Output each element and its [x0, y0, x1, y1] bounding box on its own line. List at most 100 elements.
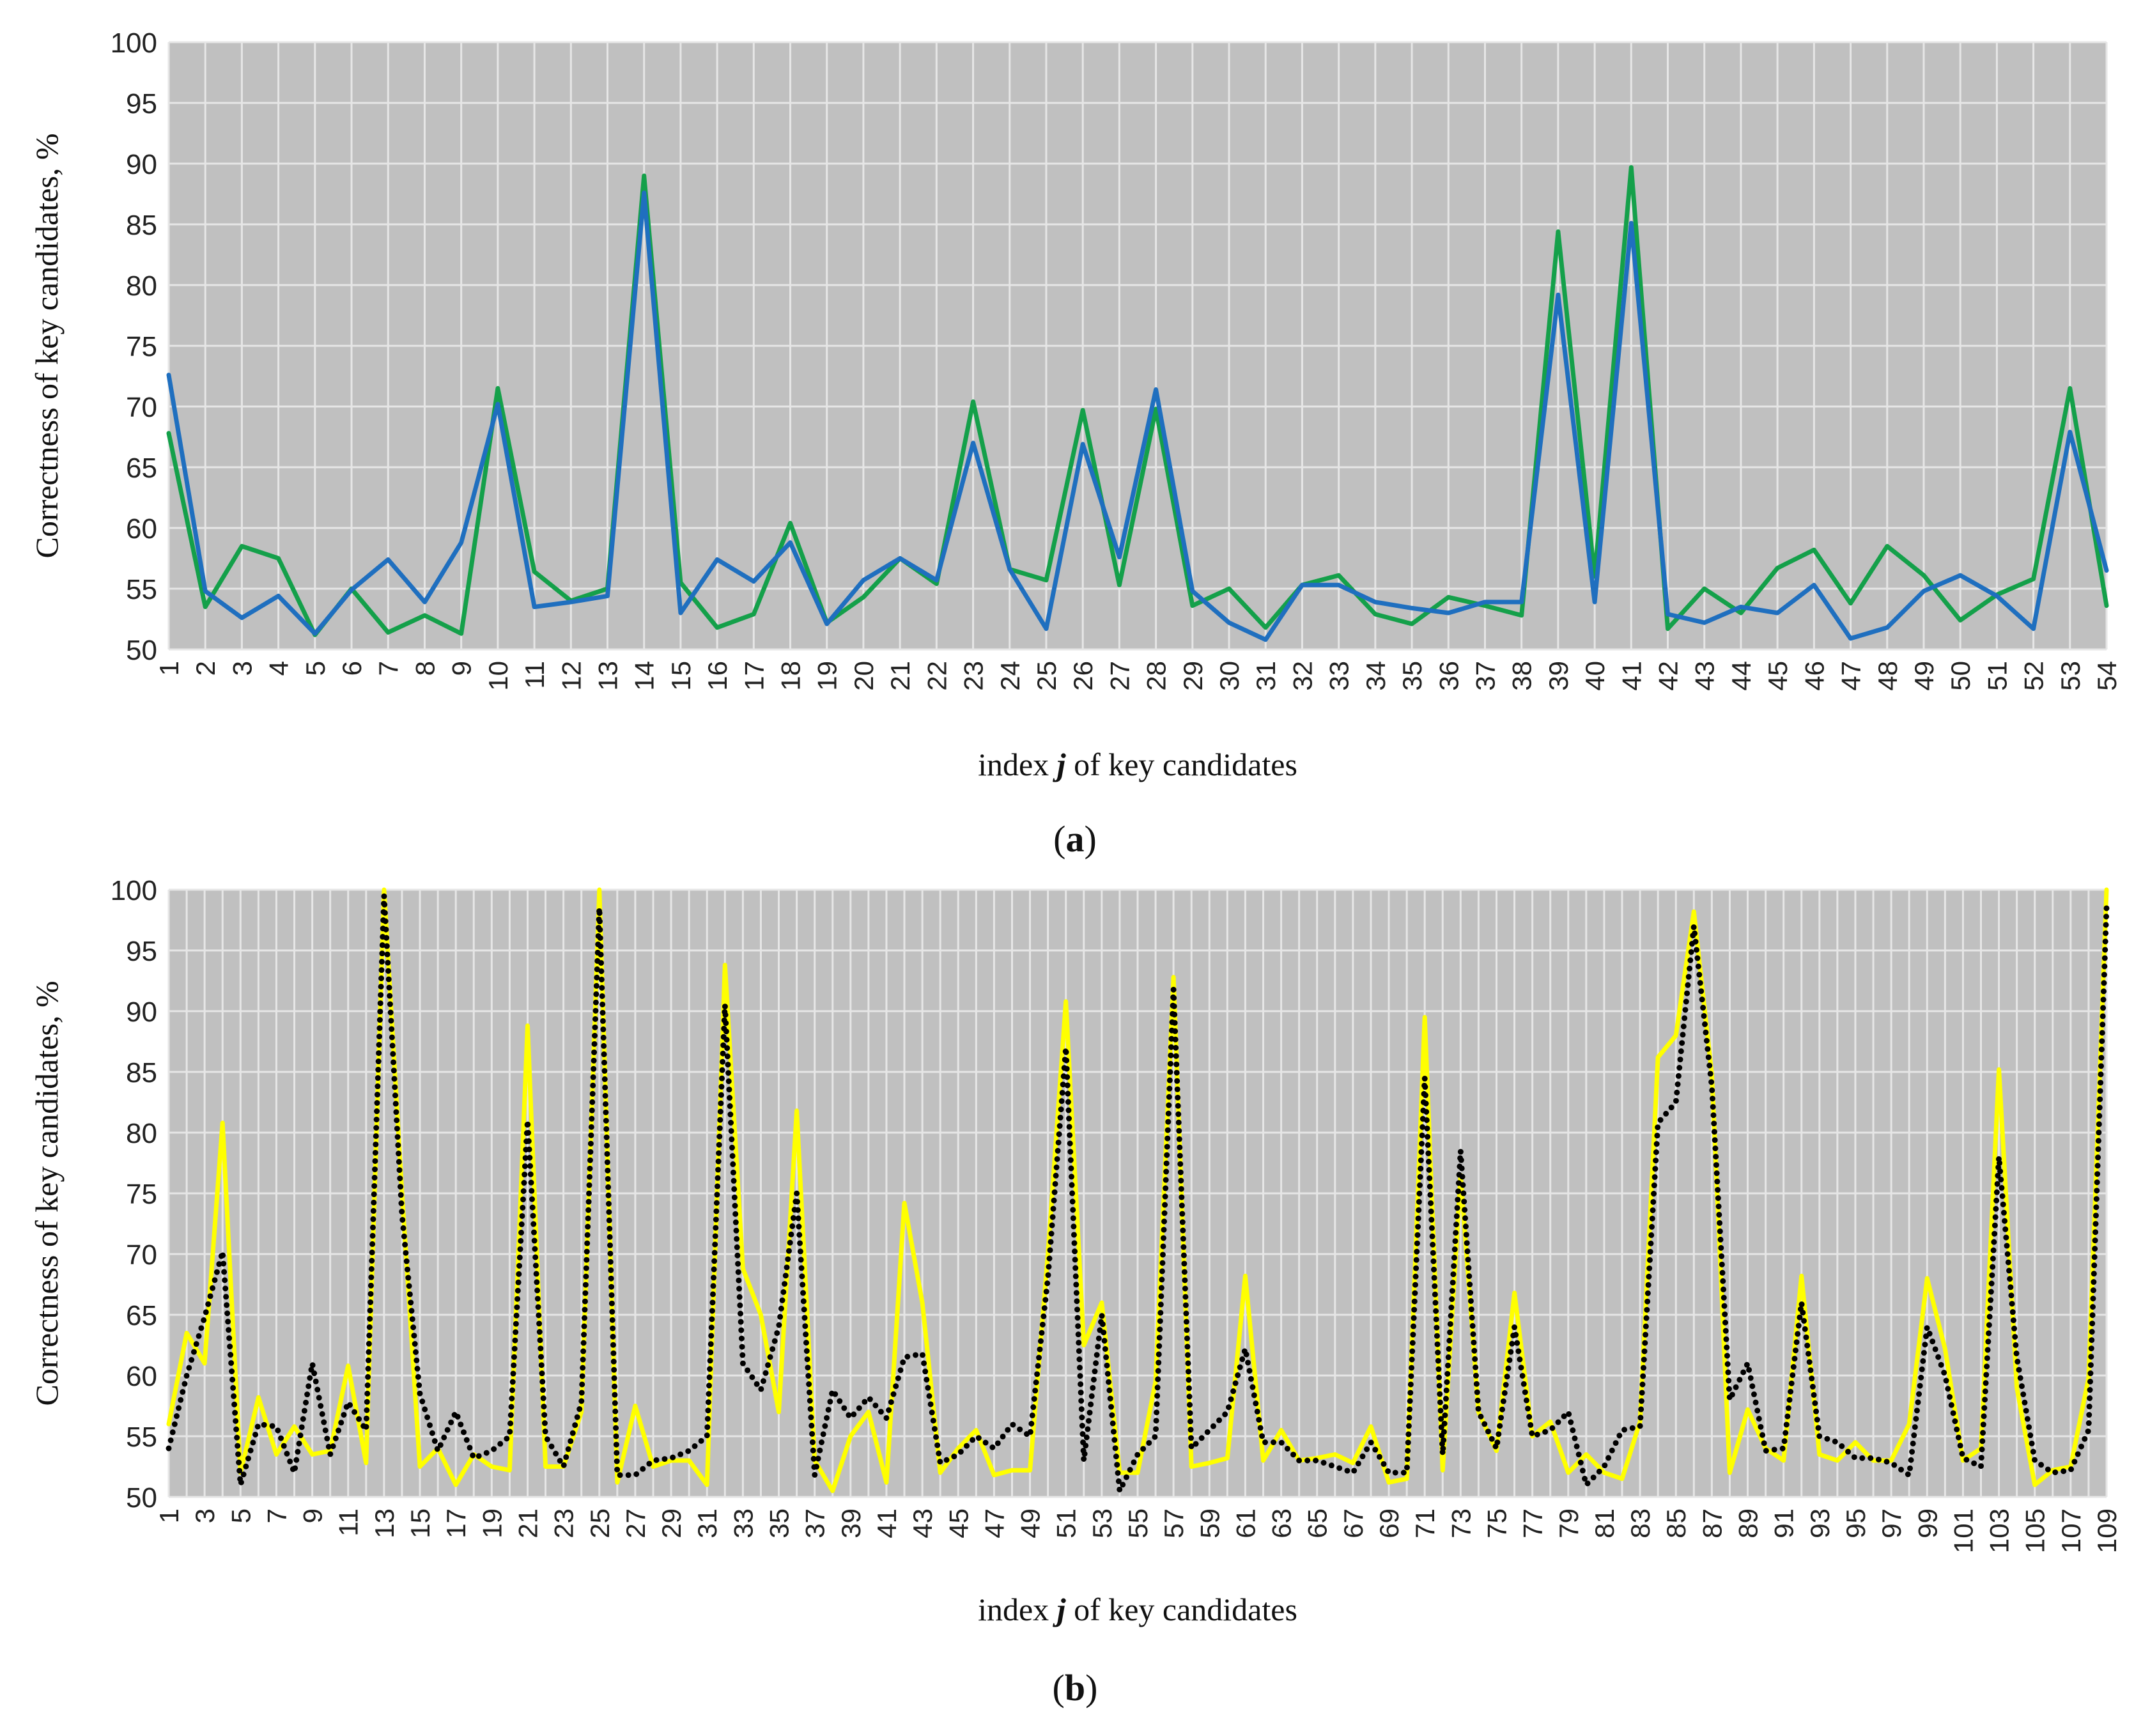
panel-a-x-tick-label: 38: [1507, 661, 1537, 691]
panel-b-x-tick-label: 43: [908, 1508, 938, 1538]
panel-a-x-tick-label: 34: [1361, 661, 1391, 691]
panel-b-x-tick-label: 81: [1589, 1508, 1620, 1538]
panel-a-x-tick-label: 37: [1470, 661, 1500, 691]
panel-a-x-tick-label: 43: [1690, 661, 1720, 691]
panel-b-x-tick-label: 15: [405, 1508, 435, 1538]
panel-b-x-tick-label: 63: [1267, 1508, 1297, 1538]
panel-b-x-tick-label: 53: [1087, 1508, 1117, 1538]
panel-b-y-tick-label: 70: [126, 1239, 157, 1271]
panel-b-x-tick-label: 31: [692, 1508, 722, 1538]
panel-a-x-tick-label: 19: [812, 661, 842, 691]
panel-a-y-tick-label: 70: [126, 392, 157, 423]
panel-a-y-tick-label: 65: [126, 453, 157, 484]
panel-b-x-tick-label: 59: [1195, 1508, 1225, 1538]
panel-b-x-tick-label: 75: [1481, 1508, 1512, 1538]
panel-b-x-tick-label: 25: [585, 1508, 615, 1538]
panel-a-x-tick-label: 53: [2055, 661, 2085, 691]
panel-a-x-tick-label: 50: [1945, 661, 1976, 691]
panel-a-x-tick-label: 44: [1726, 661, 1756, 691]
panel-a-x-tick-label: 12: [556, 661, 586, 691]
panel-b-x-tick-label: 65: [1303, 1508, 1333, 1538]
panel-a-x-tick-label: 46: [1799, 661, 1829, 691]
panel-a-series: [166, 165, 2109, 642]
panel-b-x-tick-label: 91: [1769, 1508, 1799, 1538]
panel-b-x-tick-label: 83: [1625, 1508, 1655, 1538]
panel-b-series-line-black-dotted-series: [166, 893, 2110, 1494]
panel-b-x-tick-label: 103: [1984, 1508, 2015, 1553]
panel-b-x-tick-label: 47: [979, 1508, 1009, 1538]
panel-a-x-tick-label: 52: [2019, 661, 2049, 691]
panel-b-x-tick-label: 11: [334, 1508, 364, 1537]
panel-b-x-tick-label: 17: [441, 1508, 471, 1538]
panel-b-x-tick-label: 27: [621, 1508, 651, 1538]
panel-b-x-tick-label: 61: [1230, 1508, 1260, 1538]
panel-b-x-tick-label: 77: [1518, 1508, 1548, 1538]
panel-a-x-tick-label: 49: [1909, 661, 1939, 691]
panel-a-x-tick-label: 7: [373, 661, 403, 676]
panel-a-x-tick-label: 9: [447, 661, 477, 676]
panel-a-x-tick-label: 26: [1068, 661, 1098, 691]
panel-a-x-axis-title: index j of key candidates: [978, 747, 1297, 782]
panel-b-x-tick-label: 9: [298, 1508, 328, 1523]
panel-b-x-tick-label: 67: [1338, 1508, 1368, 1538]
panel-b-x-tick-label: 39: [836, 1508, 866, 1538]
panel-b-x-tick-label: 85: [1661, 1508, 1691, 1538]
panel-a-x-tick-label: 8: [410, 661, 440, 676]
panel-a-horizontal-grid: [169, 41, 2107, 651]
panel-a-x-tick-label: 16: [702, 661, 732, 691]
panel-a-y-tick-label: 85: [126, 210, 157, 241]
panel-b-x-tick-label: 95: [1841, 1508, 1871, 1538]
panel-b-y-tick-label: 100: [111, 875, 157, 906]
panel-a-x-tick-label: 28: [1141, 661, 1172, 691]
panel-a-y-tick-label: 50: [126, 635, 157, 666]
panel-a-x-tick-label: 47: [1836, 661, 1866, 691]
panel-a-y-tick-label: 100: [111, 27, 157, 59]
panel-b-x-tick-label: 23: [549, 1508, 579, 1538]
panel-a-x-tick-label: 11: [520, 661, 550, 689]
panel-a-x-tick-label: 54: [2092, 661, 2122, 691]
panel-a-x-tick-label: 6: [337, 661, 367, 676]
panel-a-x-tick-label: 20: [849, 661, 879, 691]
panel-b-y-tick-label: 75: [126, 1179, 157, 1210]
panel-a-x-tick-label: 29: [1178, 661, 1208, 691]
panel-a-x-tick-label: 22: [922, 661, 952, 691]
panel-a-x-tick-label: 33: [1324, 661, 1354, 691]
panel-a-x-tick-label: 27: [1104, 661, 1134, 691]
panel-a-y-tick-label: 95: [126, 88, 157, 120]
panel-b-x-tick-label: 109: [2092, 1508, 2122, 1553]
panel-b-y-axis-title: Correctness of key candidates, %: [29, 980, 65, 1406]
panel-b-x-tick-label: 69: [1374, 1508, 1404, 1538]
panel-a-x-tick-label: 1: [154, 661, 184, 676]
panel-b-x-tick-label: 105: [2020, 1508, 2050, 1553]
panel-a-x-tick-label: 42: [1653, 661, 1683, 691]
panel-b-y-tick-labels: 50 55 60 65 70 75 80 85 90 95 100: [111, 875, 157, 1514]
panel-a-y-tick-label: 75: [126, 331, 157, 362]
panel-a-y-tick-label: 80: [126, 270, 157, 302]
panel-b-x-tick-label: 51: [1051, 1508, 1081, 1538]
panel-b-x-tick-label: 55: [1123, 1508, 1153, 1538]
panel-a-x-tick-label: 17: [739, 661, 769, 691]
panel-a-x-tick-label: 35: [1397, 661, 1427, 691]
panel-b-y-tick-label: 85: [126, 1057, 157, 1089]
panel-a-y-tick-labels: 50 55 60 65 70 75 80 85 90 95 100: [111, 27, 157, 666]
panel-a-label: (a): [1053, 818, 1097, 860]
panel-b-x-tick-labels: 1 3 5 7 9 11 13 15 17 19 21 23 25 27 29 31 33 35 37 39 41 43 4…: [154, 1508, 2122, 1553]
panel-b-y-tick-label: 60: [126, 1361, 157, 1392]
panel-b-x-tick-label: 33: [728, 1508, 758, 1538]
panel-a-x-tick-label: 25: [1032, 661, 1062, 691]
panel-a-x-tick-label: 39: [1543, 661, 1574, 691]
panel-a-x-tick-label: 31: [1251, 661, 1281, 691]
panel-b-x-tick-label: 71: [1410, 1508, 1440, 1538]
panel-b-x-tick-label: 49: [1016, 1508, 1046, 1538]
panel-a-x-tick-label: 2: [190, 661, 220, 676]
panel-b-x-tick-label: 93: [1805, 1508, 1835, 1538]
panel-a-x-tick-label: 41: [1616, 661, 1646, 691]
panel-b-horizontal-grid: [169, 888, 2107, 1498]
panel-b-x-tick-label: 29: [656, 1508, 686, 1538]
panel-b-x-tick-label: 97: [1876, 1508, 1906, 1538]
panel-b-x-tick-label: 41: [872, 1508, 902, 1538]
panel-b-x-tick-label: 5: [226, 1508, 256, 1523]
panel-a-x-tick-label: 13: [592, 661, 623, 691]
panel-a-x-tick-label: 14: [630, 661, 660, 691]
